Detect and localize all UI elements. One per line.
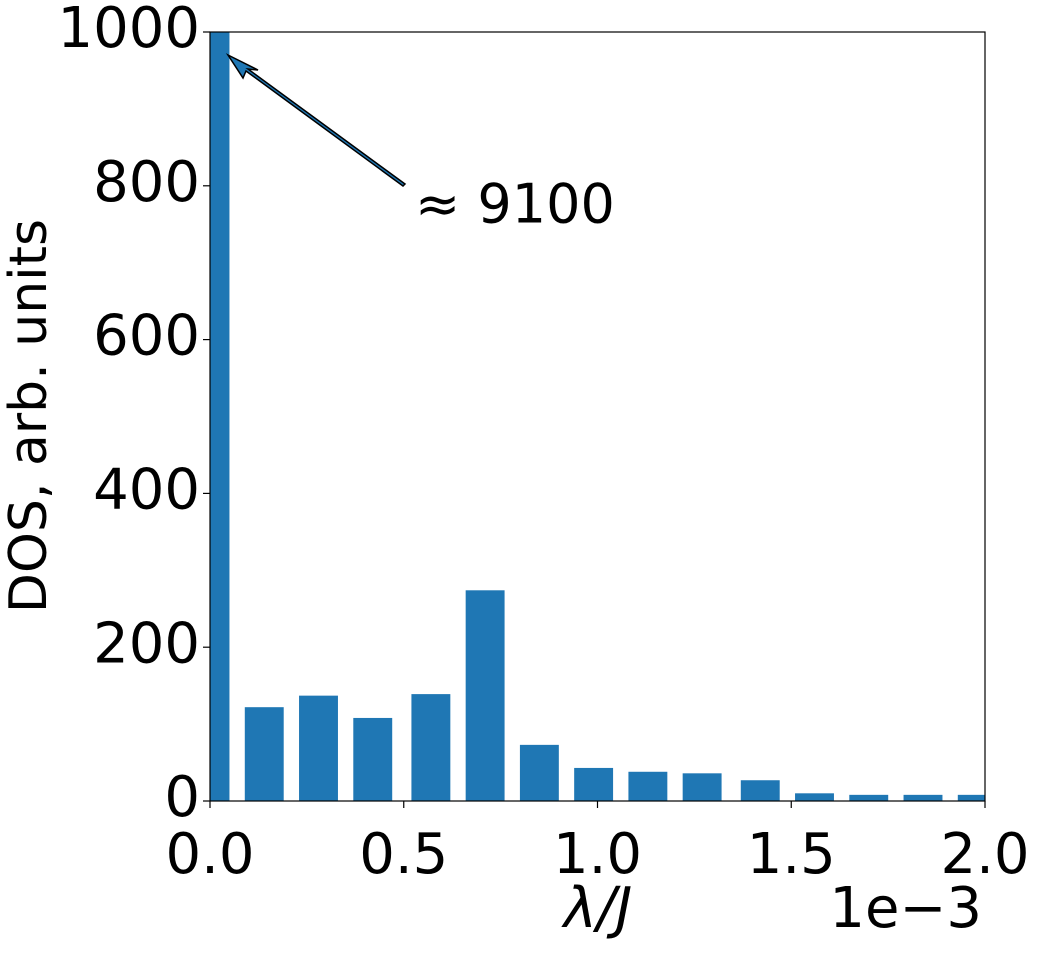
bar	[849, 794, 889, 801]
x-tick-label: 1.5	[747, 822, 836, 887]
y-tick-label: 0	[164, 765, 200, 830]
y-tick-label: 200	[93, 611, 200, 676]
x-tick-label: 0.0	[165, 822, 254, 887]
bar	[299, 695, 338, 801]
x-tick-label: 2.0	[940, 822, 1029, 887]
y-tick-label: 800	[93, 150, 200, 215]
annotation: ≈ 9100	[415, 173, 615, 236]
y-tick-label: 400	[93, 458, 200, 523]
plot-frame	[209, 31, 986, 802]
y-tick-label: 1000	[57, 0, 200, 61]
bar	[353, 717, 393, 801]
bars	[210, 32, 985, 801]
bar	[740, 780, 780, 801]
bar	[411, 694, 451, 801]
bar	[210, 32, 230, 801]
y-tick-label: 600	[93, 304, 200, 369]
bar	[957, 794, 985, 801]
x-tick-label: 1.0	[553, 822, 642, 887]
bar	[795, 793, 834, 801]
bar	[682, 773, 722, 801]
bar	[628, 771, 668, 801]
x-offset-label: 1e−3	[829, 876, 982, 941]
bar	[465, 590, 505, 801]
annotation-arrow	[225, 53, 407, 187]
x-axis-label: λ/J	[561, 876, 633, 941]
bar	[519, 744, 559, 801]
y-axis-label: DOS, arb. units	[0, 219, 59, 613]
bar	[903, 794, 943, 801]
bar	[574, 767, 614, 801]
bar	[244, 707, 284, 801]
x-tick-label: 0.5	[359, 822, 448, 887]
